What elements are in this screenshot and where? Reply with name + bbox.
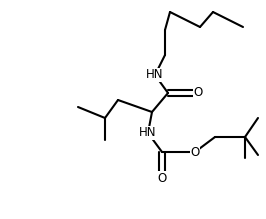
Text: O: O xyxy=(190,145,200,159)
Text: O: O xyxy=(193,87,203,99)
Text: O: O xyxy=(157,171,167,184)
Text: HN: HN xyxy=(139,127,157,140)
Text: HN: HN xyxy=(146,69,164,81)
